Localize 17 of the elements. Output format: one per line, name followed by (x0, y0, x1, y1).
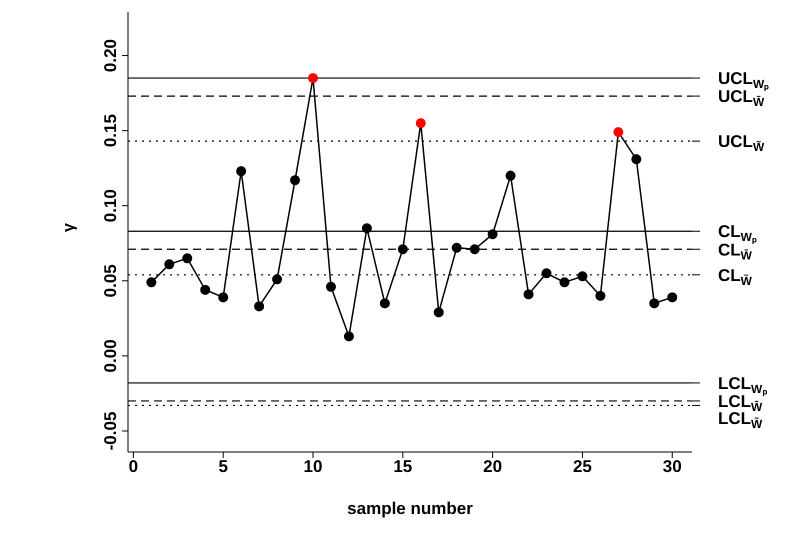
x-tick-label: 0 (128, 457, 138, 476)
y-tick-label: -0.05 (101, 412, 120, 450)
x-tick-label: 15 (393, 457, 412, 476)
y-axis-title: γ (60, 223, 78, 232)
ref-line-label: CL$_{W̃}$ (718, 266, 753, 288)
y-tick-label: 0.10 (101, 189, 120, 222)
y-tick-label: 0.00 (101, 339, 120, 372)
y-tick-label: 0.15 (101, 114, 120, 148)
x-tick-label: 5 (218, 457, 228, 476)
x-axis-title: sample number (347, 499, 474, 518)
x-tick-label: 10 (304, 457, 322, 476)
y-tick-label: 0.20 (101, 39, 120, 72)
x-tick-label: 20 (483, 457, 502, 476)
y-tick-label: 0.05 (101, 264, 120, 298)
x-tick-label: 25 (572, 457, 592, 476)
ref-line-label: UCL$_{W̃}$ (718, 132, 765, 154)
x-tick-label: 30 (662, 457, 682, 476)
